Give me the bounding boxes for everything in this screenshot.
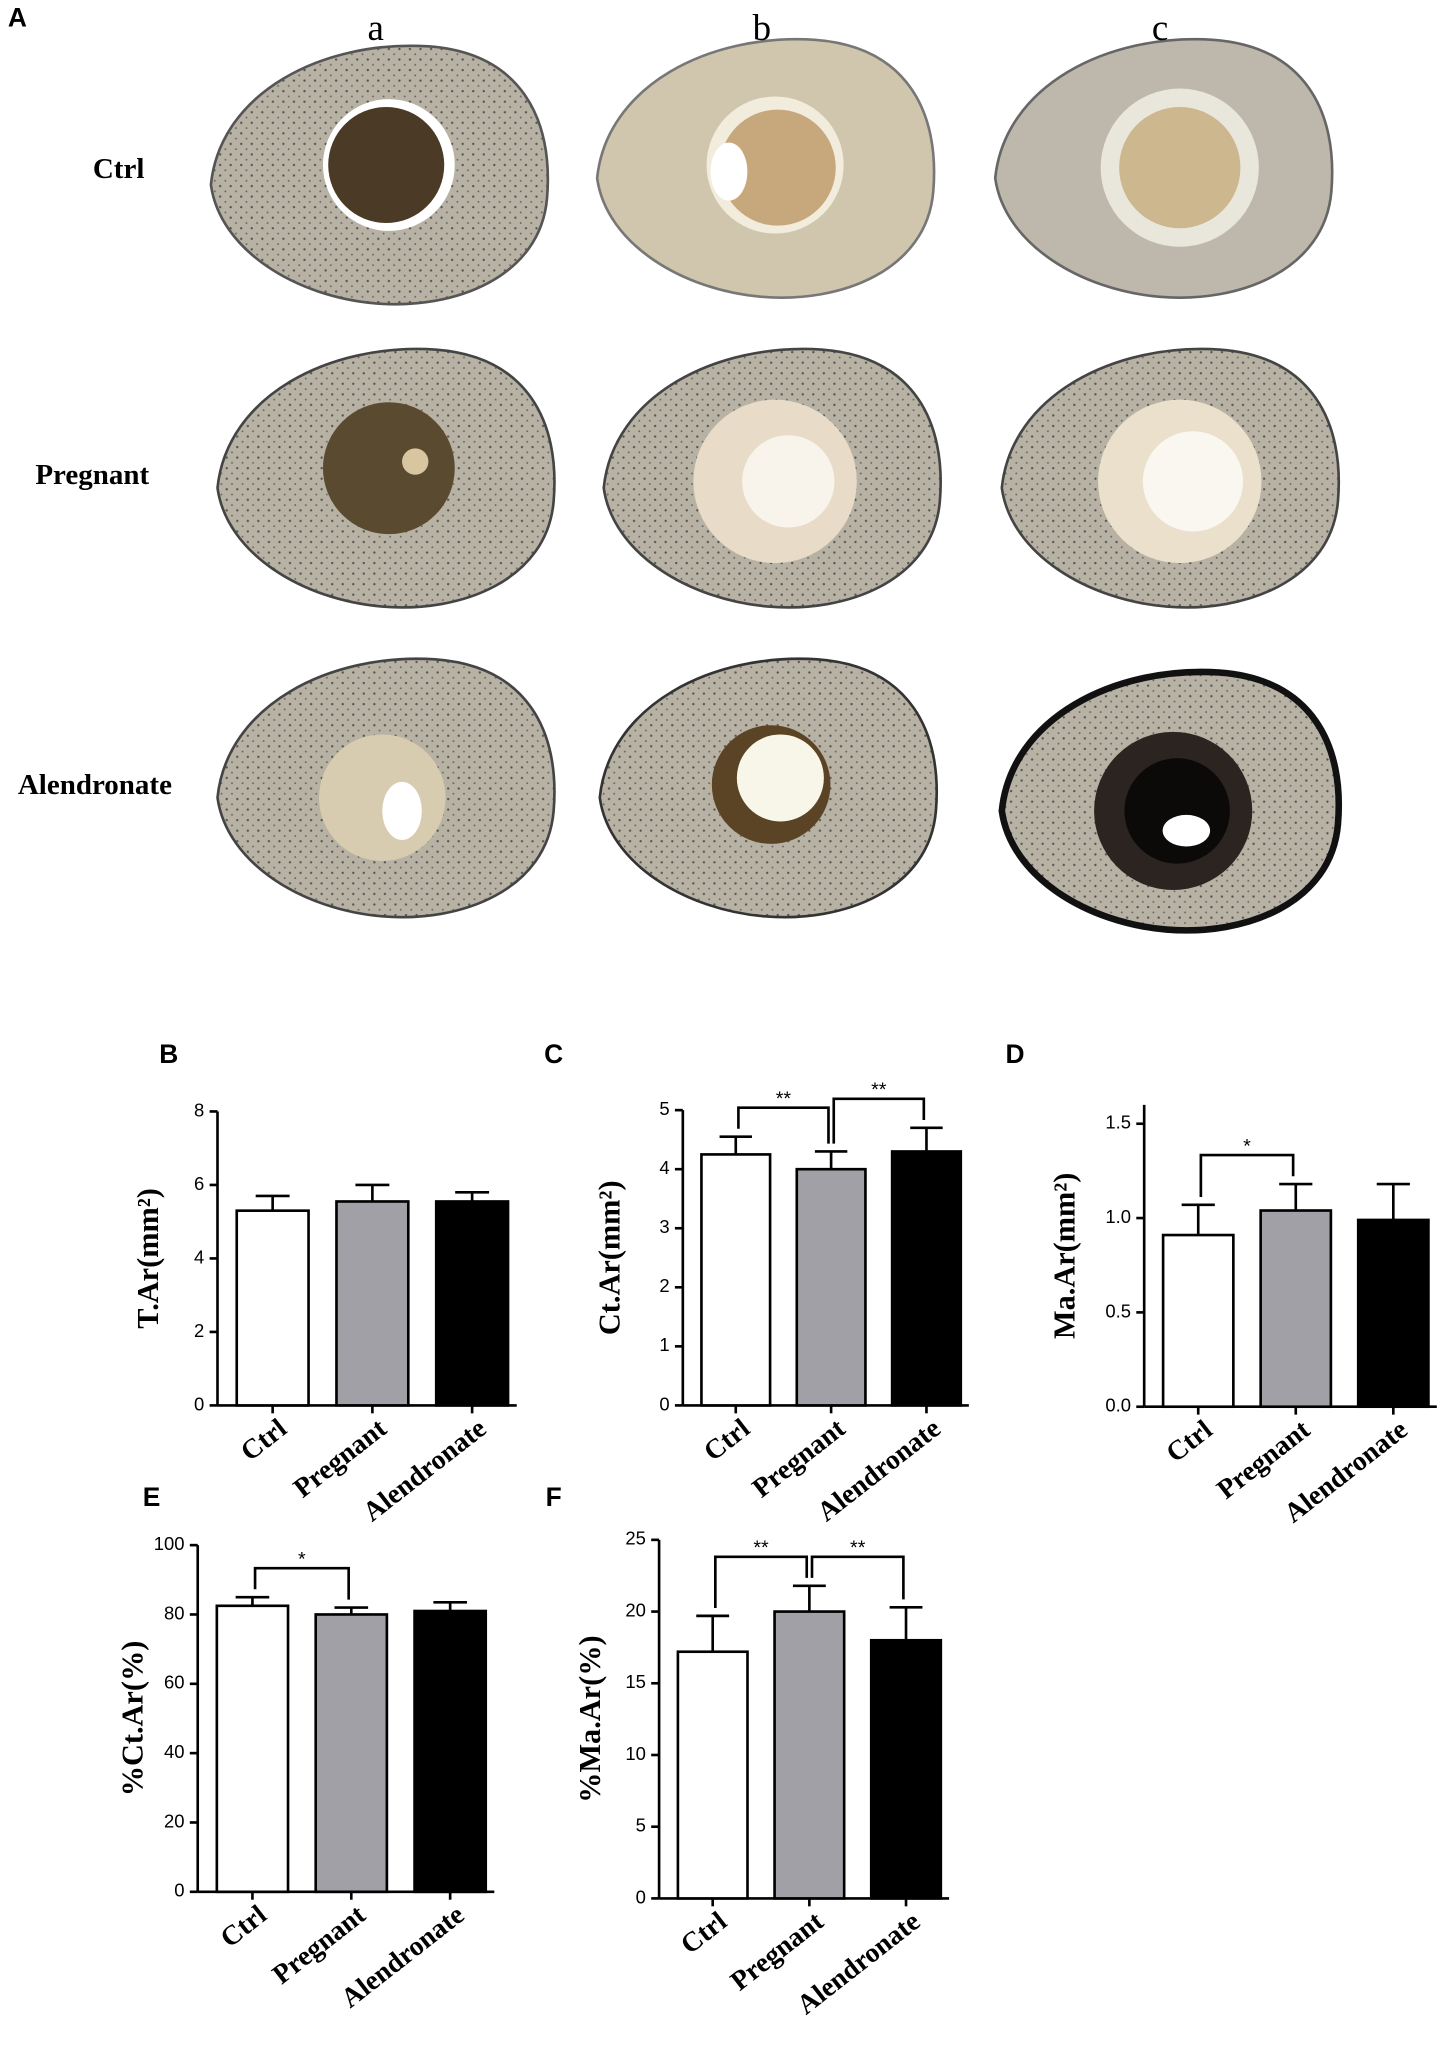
- bar: [434, 1200, 510, 1407]
- y-tick-label: 4: [659, 1157, 669, 1178]
- significance-label: *: [1243, 1135, 1251, 1157]
- row-label: Alendronate: [18, 769, 172, 801]
- significance-label: **: [753, 1537, 769, 1559]
- error-bar: [1181, 1203, 1215, 1236]
- y-tick-label: 0: [174, 1880, 184, 1901]
- bar: [314, 1613, 389, 1894]
- y-tick-label: 40: [164, 1741, 185, 1762]
- error-bar: [719, 1135, 752, 1155]
- error-bar: [433, 1601, 467, 1612]
- significance-bracket: [253, 1566, 350, 1600]
- significance-bracket: [810, 1555, 905, 1600]
- bar: [676, 1650, 749, 1900]
- panel-label: A: [8, 3, 27, 33]
- significance-bracket: [737, 1106, 830, 1144]
- error-bar: [889, 1605, 923, 1641]
- y-tick-label: 5: [636, 1815, 646, 1836]
- y-tick-label: 1: [659, 1334, 669, 1355]
- bar: [335, 1200, 410, 1407]
- bar: [890, 1150, 963, 1407]
- bar: [795, 1167, 867, 1407]
- significance-label: **: [776, 1088, 792, 1110]
- panel-label: E: [143, 1482, 161, 1512]
- significance-label: **: [871, 1079, 887, 1101]
- y-tick-label: 0: [636, 1886, 646, 1907]
- column-label: a: [367, 7, 383, 48]
- bar: [235, 1209, 310, 1407]
- error-bar: [235, 1595, 270, 1606]
- significance-bracket: [714, 1555, 809, 1608]
- y-tick-label: 20: [164, 1810, 185, 1831]
- y-tick-label: 15: [625, 1671, 646, 1692]
- bar: [215, 1604, 290, 1894]
- error-bar: [1279, 1182, 1313, 1211]
- y-axis-label: Ma.Ar(mm²): [1047, 1173, 1081, 1339]
- y-tick-label: 60: [164, 1672, 185, 1693]
- error-bar: [814, 1150, 848, 1170]
- y-axis-label: Ct.Ar(mm²): [593, 1180, 627, 1335]
- x-tick-label: Ctrl: [234, 1412, 292, 1467]
- y-axis-label: T.Ar(mm²): [131, 1188, 165, 1329]
- y-tick-label: 100: [154, 1533, 185, 1554]
- significance-label: **: [850, 1537, 866, 1559]
- significance-label: *: [298, 1549, 306, 1571]
- bar: [700, 1153, 772, 1407]
- x-tick-label: Ctrl: [214, 1898, 272, 1953]
- y-tick-label: 8: [194, 1099, 204, 1120]
- panel-label: B: [159, 1039, 178, 1069]
- y-tick-label: 2: [194, 1320, 204, 1341]
- y-tick-label: 0: [659, 1393, 669, 1414]
- y-tick-label: 0.5: [1105, 1300, 1131, 1321]
- row-label: Pregnant: [35, 459, 149, 491]
- y-tick-label: 4: [194, 1246, 204, 1267]
- error-bar: [1376, 1182, 1410, 1220]
- y-tick-label: 25: [625, 1528, 646, 1549]
- y-tick-label: 1.0: [1105, 1206, 1131, 1227]
- y-tick-label: 0: [194, 1393, 204, 1414]
- row-label: Ctrl: [93, 153, 145, 185]
- y-axis-label: %Ct.Ar(%): [115, 1641, 149, 1797]
- panel-label: F: [546, 1482, 562, 1512]
- x-tick-label: Ctrl: [674, 1905, 732, 1960]
- bar: [869, 1638, 943, 1900]
- y-tick-label: 6: [194, 1173, 204, 1194]
- panel-label: D: [1005, 1039, 1024, 1069]
- significance-bracket: [832, 1097, 926, 1144]
- bar: [1259, 1209, 1333, 1409]
- error-bar: [696, 1614, 730, 1652]
- bar: [1356, 1218, 1430, 1409]
- error-bar: [455, 1190, 490, 1202]
- significance-bracket: [1199, 1153, 1295, 1197]
- bar: [1161, 1233, 1235, 1409]
- y-tick-label: 1.5: [1105, 1112, 1131, 1133]
- error-bar: [355, 1183, 390, 1202]
- y-tick-label: 5: [659, 1098, 669, 1119]
- bar: [413, 1609, 488, 1894]
- error-bar: [910, 1126, 943, 1152]
- micrographs: [209, 37, 1339, 930]
- column-label: b: [753, 7, 771, 48]
- x-tick-label: Ctrl: [697, 1412, 755, 1467]
- y-tick-label: 80: [164, 1602, 185, 1623]
- y-axis-label: %Ma.Ar(%): [573, 1635, 607, 1802]
- panel-label: C: [544, 1039, 563, 1069]
- error-bar: [255, 1194, 290, 1211]
- bar: [773, 1610, 846, 1900]
- column-label: c: [1152, 7, 1168, 48]
- y-tick-label: 2: [659, 1275, 669, 1296]
- y-tick-label: 20: [625, 1599, 646, 1620]
- error-bar: [792, 1584, 826, 1612]
- y-tick-label: 3: [659, 1216, 669, 1237]
- y-tick-label: 0.0: [1105, 1395, 1131, 1416]
- y-tick-label: 10: [625, 1743, 646, 1764]
- x-tick-label: Ctrl: [1160, 1413, 1218, 1468]
